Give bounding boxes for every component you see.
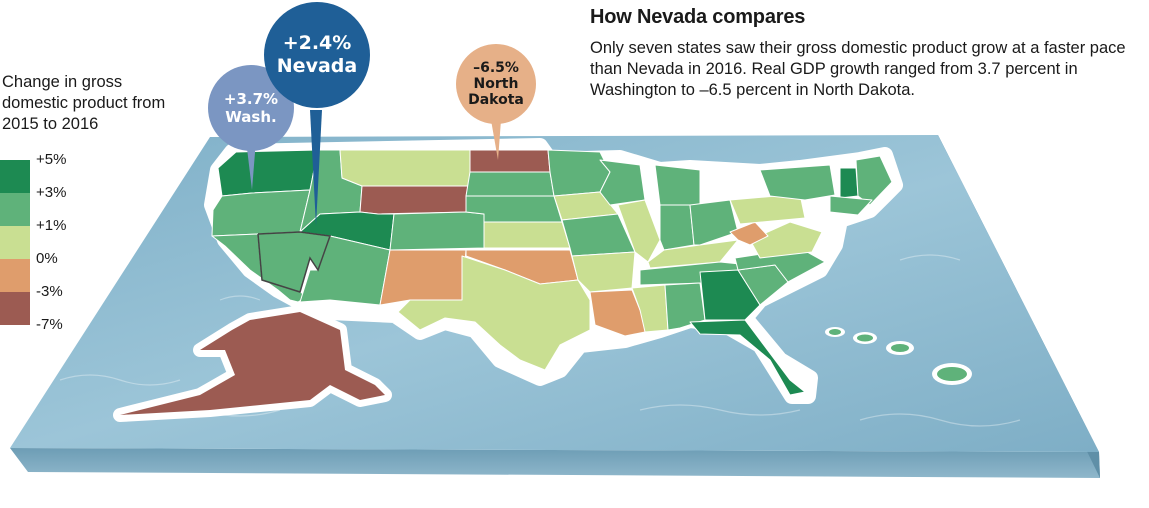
description-text: Only seven states saw their gross domest… — [590, 39, 1126, 99]
state-ne-small — [829, 195, 873, 216]
state-hi — [825, 327, 972, 385]
state-mn — [547, 149, 611, 197]
legend-tick-label: -7% — [36, 316, 63, 333]
states — [211, 149, 893, 396]
legend-tick-label: -3% — [36, 283, 63, 300]
state-in — [659, 204, 695, 251]
state-nh — [839, 167, 859, 199]
state-me — [855, 155, 893, 206]
state-co — [389, 211, 485, 251]
legend-swatch-low — [0, 226, 30, 259]
state-wv — [729, 221, 769, 246]
callout-value: +2.4% — [282, 32, 352, 54]
state-oh — [689, 199, 739, 246]
state-wy — [359, 185, 471, 215]
state-wa — [217, 149, 319, 197]
callout-nevada: +2.4% Nevada — [264, 2, 370, 108]
state-mi — [654, 164, 701, 206]
state-ks — [483, 221, 571, 249]
legend-swatch-very-negative — [0, 292, 30, 325]
nevada-outline — [257, 231, 332, 293]
state-va — [749, 221, 823, 259]
legend-swatch-negative — [0, 259, 30, 292]
state-il — [617, 199, 661, 263]
legend-swatch-high — [0, 160, 30, 193]
callout-value: –6.5% — [473, 60, 519, 76]
callout-north-dakota: –6.5% North Dakota — [456, 44, 536, 124]
legend-tick-label: 0% — [36, 250, 58, 267]
state-wi — [599, 159, 646, 206]
callout-state: North Dakota — [468, 76, 524, 108]
legend-swatch-mid-high — [0, 193, 30, 226]
state-sd — [465, 171, 555, 197]
callout-state: Wash. — [225, 108, 277, 126]
legend-tick-label: +1% — [36, 217, 67, 234]
state-nm — [379, 249, 467, 306]
state-ny — [759, 164, 836, 201]
state-or — [211, 189, 311, 237]
state-nd — [469, 149, 551, 173]
legend-title: Change in gross domestic product from 20… — [2, 73, 166, 133]
state-tx — [397, 255, 591, 371]
legend-tick-label: +5% — [36, 151, 67, 168]
state-ak-fill — [120, 312, 385, 415]
callout-value: +3.7% — [223, 90, 279, 108]
page-title: How Nevada compares — [590, 6, 806, 28]
callout-state: Nevada — [276, 55, 358, 77]
state-ms — [631, 284, 669, 333]
callout-pointers — [246, 110, 501, 226]
legend-tick-label: +3% — [36, 184, 67, 201]
state-ar — [571, 251, 636, 293]
state-mt — [339, 149, 471, 187]
state-ga — [699, 269, 761, 321]
state-fl — [689, 319, 806, 396]
